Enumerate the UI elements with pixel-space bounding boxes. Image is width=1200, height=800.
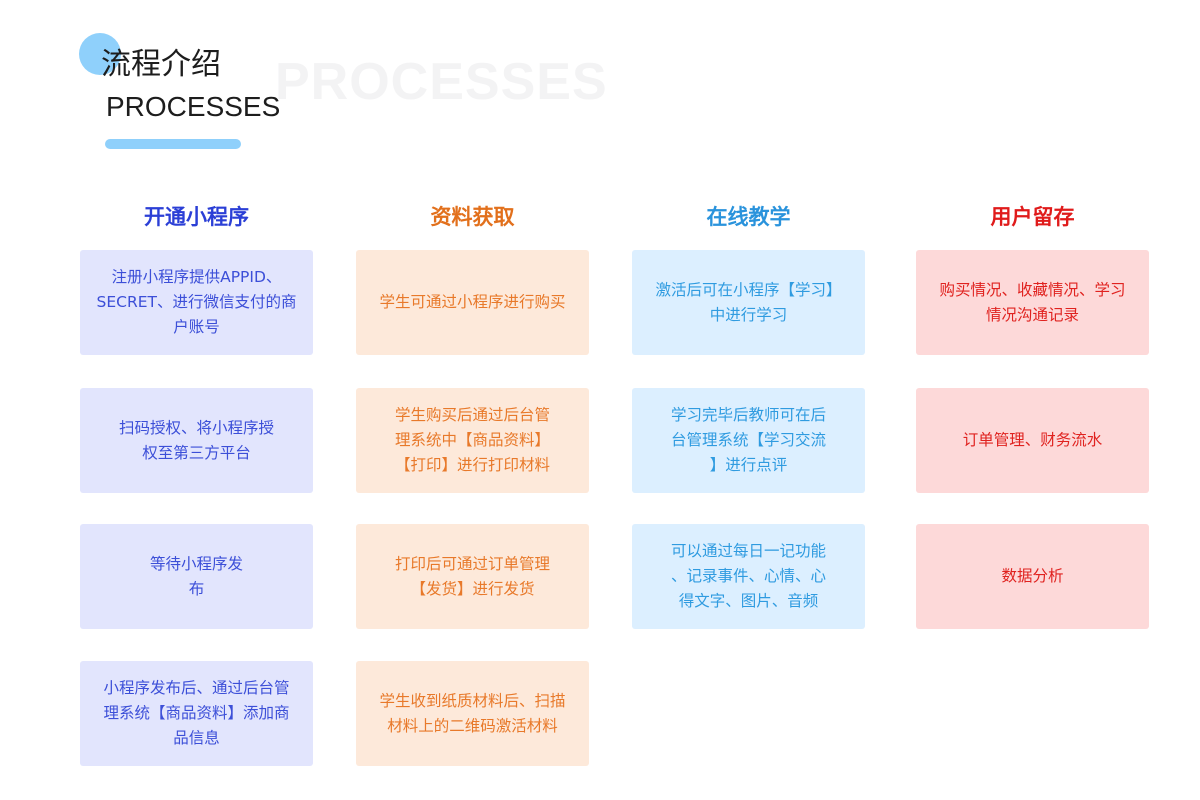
column-online-teaching: 在线教学激活后可在小程序【学习】 中进行学习 学习完毕后教师可在后 台管理系统【学…	[632, 200, 865, 629]
process-step-card: 数据分析	[916, 524, 1149, 629]
process-step-card: 学习完毕后教师可在后 台管理系统【学习交流 】进行点评	[632, 388, 865, 493]
column-material-acquisition: 资料获取学生可通过小程序进行购买 学生购买后通过后台管 理系统中【商品资料】 【打…	[356, 200, 589, 766]
process-step-card: 小程序发布后、通过后台管 理系统【商品资料】添加商 品信息	[80, 661, 313, 766]
column-user-retention: 用户留存购买情况、收藏情况、学习 情况沟通记录 订单管理、财务流水 数据分析	[916, 200, 1149, 629]
process-step-card: 打印后可通过订单管理 【发货】进行发货	[356, 524, 589, 629]
column-title: 在线教学	[706, 205, 791, 229]
process-step-card: 学生可通过小程序进行购买	[356, 250, 589, 355]
page-title: 流程介绍	[101, 47, 221, 82]
page-subtitle: PROCESSES	[106, 91, 281, 122]
process-step-card: 购买情况、收藏情况、学习 情况沟通记录	[916, 250, 1149, 355]
title-underline	[105, 139, 241, 149]
column-title: 资料获取	[430, 205, 515, 229]
process-step-card: 注册小程序提供APPID、 SECRET、进行微信支付的商 户账号	[80, 250, 313, 355]
column-title: 用户留存	[990, 205, 1075, 229]
process-step-card: 等待小程序发 布	[80, 524, 313, 629]
column-open-miniprogram: 开通小程序注册小程序提供APPID、 SECRET、进行微信支付的商 户账号 扫码…	[80, 200, 313, 766]
process-step-card: 订单管理、财务流水	[916, 388, 1149, 493]
process-step-card: 可以通过每日一记功能 、记录事件、心情、心 得文字、图片、音频	[632, 524, 865, 629]
watermark-text: PROCESSES	[275, 53, 608, 111]
process-step-card: 学生购买后通过后台管 理系统中【商品资料】 【打印】进行打印材料	[356, 388, 589, 493]
column-title: 开通小程序	[144, 205, 249, 229]
process-step-card: 学生收到纸质材料后、扫描 材料上的二维码激活材料	[356, 661, 589, 766]
decorative-circle	[79, 33, 121, 75]
process-step-card: 激活后可在小程序【学习】 中进行学习	[632, 250, 865, 355]
process-step-card: 扫码授权、将小程序授 权至第三方平台	[80, 388, 313, 493]
